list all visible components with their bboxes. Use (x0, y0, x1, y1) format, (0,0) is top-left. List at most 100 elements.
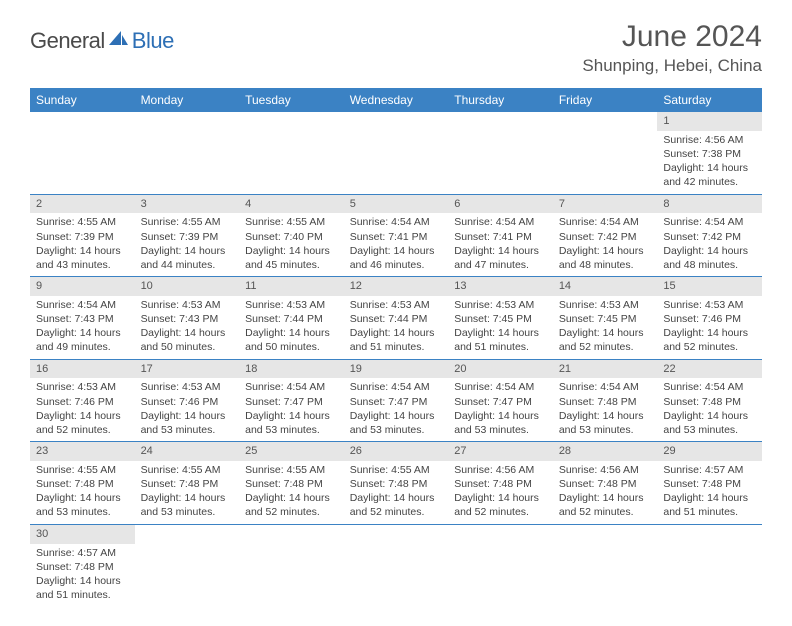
sunrise-value: 4:55 AM (77, 216, 116, 228)
daylight-label: Daylight: (454, 245, 495, 257)
sunset-label: Sunset: (663, 396, 699, 408)
calendar-cell: 23Sunrise: 4:55 AMSunset: 7:48 PMDayligh… (30, 442, 135, 525)
sunrise-value: 4:54 AM (496, 216, 535, 228)
sunrise-value: 4:53 AM (391, 299, 430, 311)
calendar-cell: 26Sunrise: 4:55 AMSunset: 7:48 PMDayligh… (344, 442, 449, 525)
day-number: 30 (30, 525, 135, 544)
sunset-label: Sunset: (350, 313, 386, 325)
sunset-value: 7:48 PM (75, 478, 114, 490)
daylight-label: Daylight: (36, 327, 77, 339)
daylight-line: Daylight: 14 hours and 51 minutes. (350, 326, 443, 354)
sunset-value: 7:46 PM (702, 313, 741, 325)
daylight-label: Daylight: (559, 410, 600, 422)
sunset-label: Sunset: (36, 478, 72, 490)
day-number: 13 (448, 277, 553, 296)
daylight-label: Daylight: (663, 410, 704, 422)
day-number: 21 (553, 360, 658, 379)
calendar-cell (553, 112, 658, 194)
day-body: Sunrise: 4:55 AMSunset: 7:48 PMDaylight:… (135, 461, 240, 524)
daylight-line: Daylight: 14 hours and 51 minutes. (663, 491, 756, 519)
calendar-cell: 1Sunrise: 4:56 AMSunset: 7:38 PMDaylight… (657, 112, 762, 194)
sunrise-line: Sunrise: 4:55 AM (36, 215, 129, 229)
day-body: Sunrise: 4:55 AMSunset: 7:39 PMDaylight:… (30, 213, 135, 276)
sunrise-label: Sunrise: (663, 464, 702, 476)
sunset-label: Sunset: (245, 313, 281, 325)
calendar-week-row: 1Sunrise: 4:56 AMSunset: 7:38 PMDaylight… (30, 112, 762, 194)
daylight-line: Daylight: 14 hours and 53 minutes. (36, 491, 129, 519)
daylight-label: Daylight: (559, 327, 600, 339)
sunrise-label: Sunrise: (350, 299, 389, 311)
daylight-line: Daylight: 14 hours and 53 minutes. (141, 409, 234, 437)
page-title: June 2024 (582, 20, 762, 54)
weekday-header: Sunday (30, 88, 135, 112)
sunrise-line: Sunrise: 4:56 AM (663, 133, 756, 147)
calendar-cell (135, 112, 240, 194)
sunrise-value: 4:54 AM (496, 381, 535, 393)
daylight-line: Daylight: 14 hours and 46 minutes. (350, 244, 443, 272)
weekday-header: Saturday (657, 88, 762, 112)
day-number: 5 (344, 195, 449, 214)
sunrise-value: 4:57 AM (705, 464, 744, 476)
daylight-label: Daylight: (559, 492, 600, 504)
sunrise-value: 4:53 AM (182, 381, 221, 393)
day-number: 23 (30, 442, 135, 461)
sunrise-line: Sunrise: 4:56 AM (559, 463, 652, 477)
sunset-line: Sunset: 7:48 PM (454, 477, 547, 491)
day-body: Sunrise: 4:53 AMSunset: 7:46 PMDaylight:… (657, 296, 762, 359)
day-body: Sunrise: 4:53 AMSunset: 7:45 PMDaylight:… (553, 296, 658, 359)
daylight-label: Daylight: (36, 492, 77, 504)
sunset-line: Sunset: 7:39 PM (36, 230, 129, 244)
sunset-label: Sunset: (141, 478, 177, 490)
sunset-label: Sunset: (559, 478, 595, 490)
sunset-value: 7:48 PM (702, 396, 741, 408)
sunrise-line: Sunrise: 4:54 AM (663, 380, 756, 394)
sunrise-value: 4:54 AM (287, 381, 326, 393)
sunset-label: Sunset: (559, 396, 595, 408)
sunset-label: Sunset: (350, 231, 386, 243)
day-number: 24 (135, 442, 240, 461)
sunset-value: 7:39 PM (179, 231, 218, 243)
sunrise-value: 4:54 AM (77, 299, 116, 311)
calendar-cell: 13Sunrise: 4:53 AMSunset: 7:45 PMDayligh… (448, 277, 553, 360)
sunset-label: Sunset: (245, 231, 281, 243)
day-body: Sunrise: 4:55 AMSunset: 7:39 PMDaylight:… (135, 213, 240, 276)
sunset-label: Sunset: (245, 478, 281, 490)
sunrise-label: Sunrise: (454, 216, 493, 228)
calendar-cell (657, 524, 762, 606)
sunset-value: 7:46 PM (75, 396, 114, 408)
sunrise-label: Sunrise: (350, 216, 389, 228)
daylight-label: Daylight: (36, 245, 77, 257)
sunrise-value: 4:55 AM (287, 216, 326, 228)
sunset-line: Sunset: 7:48 PM (141, 477, 234, 491)
sunset-line: Sunset: 7:47 PM (454, 395, 547, 409)
sunset-value: 7:41 PM (493, 231, 532, 243)
sunset-label: Sunset: (36, 396, 72, 408)
sunset-value: 7:44 PM (388, 313, 427, 325)
calendar-cell: 24Sunrise: 4:55 AMSunset: 7:48 PMDayligh… (135, 442, 240, 525)
sunset-label: Sunset: (36, 561, 72, 573)
day-body: Sunrise: 4:53 AMSunset: 7:46 PMDaylight:… (135, 378, 240, 441)
sunset-value: 7:48 PM (493, 478, 532, 490)
day-body: Sunrise: 4:56 AMSunset: 7:48 PMDaylight:… (448, 461, 553, 524)
day-body: Sunrise: 4:54 AMSunset: 7:42 PMDaylight:… (553, 213, 658, 276)
sunset-label: Sunset: (454, 478, 490, 490)
day-body: Sunrise: 4:54 AMSunset: 7:47 PMDaylight:… (448, 378, 553, 441)
sunset-label: Sunset: (559, 231, 595, 243)
sunrise-line: Sunrise: 4:53 AM (454, 298, 547, 312)
daylight-label: Daylight: (350, 327, 391, 339)
sunrise-label: Sunrise: (454, 464, 493, 476)
sunset-line: Sunset: 7:42 PM (663, 230, 756, 244)
calendar-cell: 21Sunrise: 4:54 AMSunset: 7:48 PMDayligh… (553, 359, 658, 442)
daylight-line: Daylight: 14 hours and 52 minutes. (245, 491, 338, 519)
title-block: June 2024 Shunping, Hebei, China (582, 20, 762, 76)
day-number: 10 (135, 277, 240, 296)
calendar-cell: 27Sunrise: 4:56 AMSunset: 7:48 PMDayligh… (448, 442, 553, 525)
sunrise-value: 4:55 AM (182, 464, 221, 476)
day-body: Sunrise: 4:54 AMSunset: 7:47 PMDaylight:… (344, 378, 449, 441)
sunrise-value: 4:54 AM (391, 216, 430, 228)
day-body: Sunrise: 4:53 AMSunset: 7:46 PMDaylight:… (30, 378, 135, 441)
daylight-line: Daylight: 14 hours and 52 minutes. (559, 326, 652, 354)
daylight-label: Daylight: (559, 245, 600, 257)
sunrise-line: Sunrise: 4:56 AM (454, 463, 547, 477)
sunset-label: Sunset: (245, 396, 281, 408)
